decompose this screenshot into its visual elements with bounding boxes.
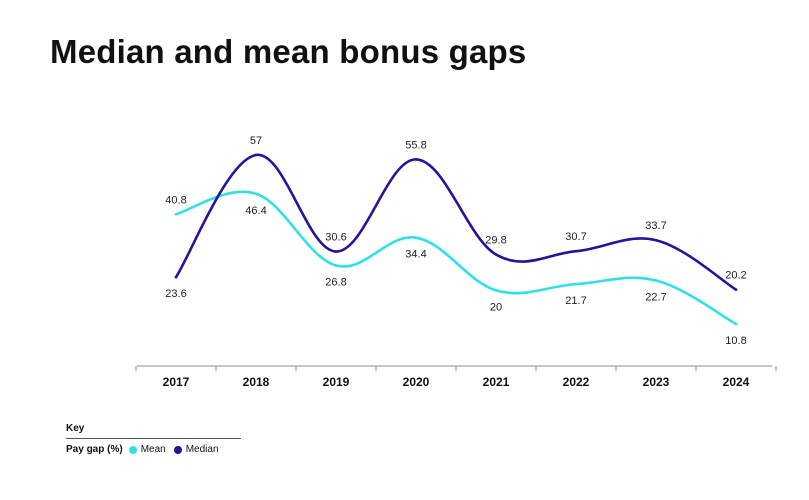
x-tick-label: 2020	[403, 375, 430, 389]
page-title: Median and mean bonus gaps	[50, 33, 527, 70]
median-swatch-icon	[173, 445, 182, 454]
data-point-mean	[334, 264, 338, 267]
data-label-mean: 40.8	[165, 194, 186, 206]
data-point-mean	[254, 192, 258, 196]
legend-heading: Key	[66, 423, 241, 439]
data-label-median: 33.7	[645, 220, 666, 232]
data-point-mean	[494, 289, 498, 292]
data-label-mean: 22.7	[645, 291, 666, 303]
legend-item-mean: Mean	[128, 444, 166, 455]
x-tick-label: 2017	[163, 375, 190, 389]
data-point-median	[414, 158, 418, 161]
x-tick-label: 2021	[483, 375, 510, 389]
data-label-median: 30.6	[325, 232, 346, 244]
data-point-median	[254, 153, 258, 157]
x-tick-label: 2018	[243, 375, 270, 389]
data-label-mean: 10.8	[725, 335, 746, 347]
legend-median-label: Median	[185, 444, 219, 455]
data-label-median: 55.8	[405, 139, 426, 151]
data-label-mean: 21.7	[565, 295, 586, 307]
data-label-mean: 20	[490, 301, 502, 313]
legend-item-median: Median	[173, 444, 219, 455]
mean-swatch-icon	[128, 445, 137, 454]
bonus-gap-line-chart: 2017 2018 2019 2020 2021 2022 2023 2024 40.8 23.6…	[135, 135, 777, 389]
x-tick-label: 2024	[723, 375, 750, 389]
legend-label: Pay gap (%)	[66, 444, 123, 455]
data-label-median: 20.2	[725, 270, 746, 282]
data-label-median: 30.7	[565, 231, 586, 243]
data-point-mean	[574, 282, 578, 286]
data-label-mean: 26.8	[325, 276, 346, 288]
legend-row: Pay gap (%) Mean Median	[66, 444, 246, 455]
data-point-mean	[654, 279, 658, 282]
data-point-median	[734, 288, 738, 291]
data-point-mean	[174, 212, 178, 216]
legend: Key Pay gap (%) Mean Median	[66, 423, 246, 455]
data-point-median	[174, 275, 178, 279]
x-tick-label: 2022	[563, 375, 590, 389]
data-point-median	[334, 250, 338, 253]
data-label-median: 57	[250, 135, 262, 147]
data-label-median: 29.8	[485, 234, 506, 246]
x-tick-label: 2019	[323, 375, 350, 389]
data-label-mean: 34.4	[405, 249, 426, 261]
data-point-median	[654, 238, 658, 242]
data-point-median	[494, 253, 498, 256]
data-point-mean	[734, 322, 738, 326]
series-line-mean	[174, 190, 738, 326]
data-point-mean	[414, 236, 418, 239]
legend-mean-label: Mean	[140, 444, 166, 455]
data-point-median	[574, 249, 578, 253]
data-label-mean: 46.4	[245, 205, 266, 217]
x-tick-label: 2023	[643, 375, 670, 389]
data-label-median: 23.6	[165, 288, 186, 300]
